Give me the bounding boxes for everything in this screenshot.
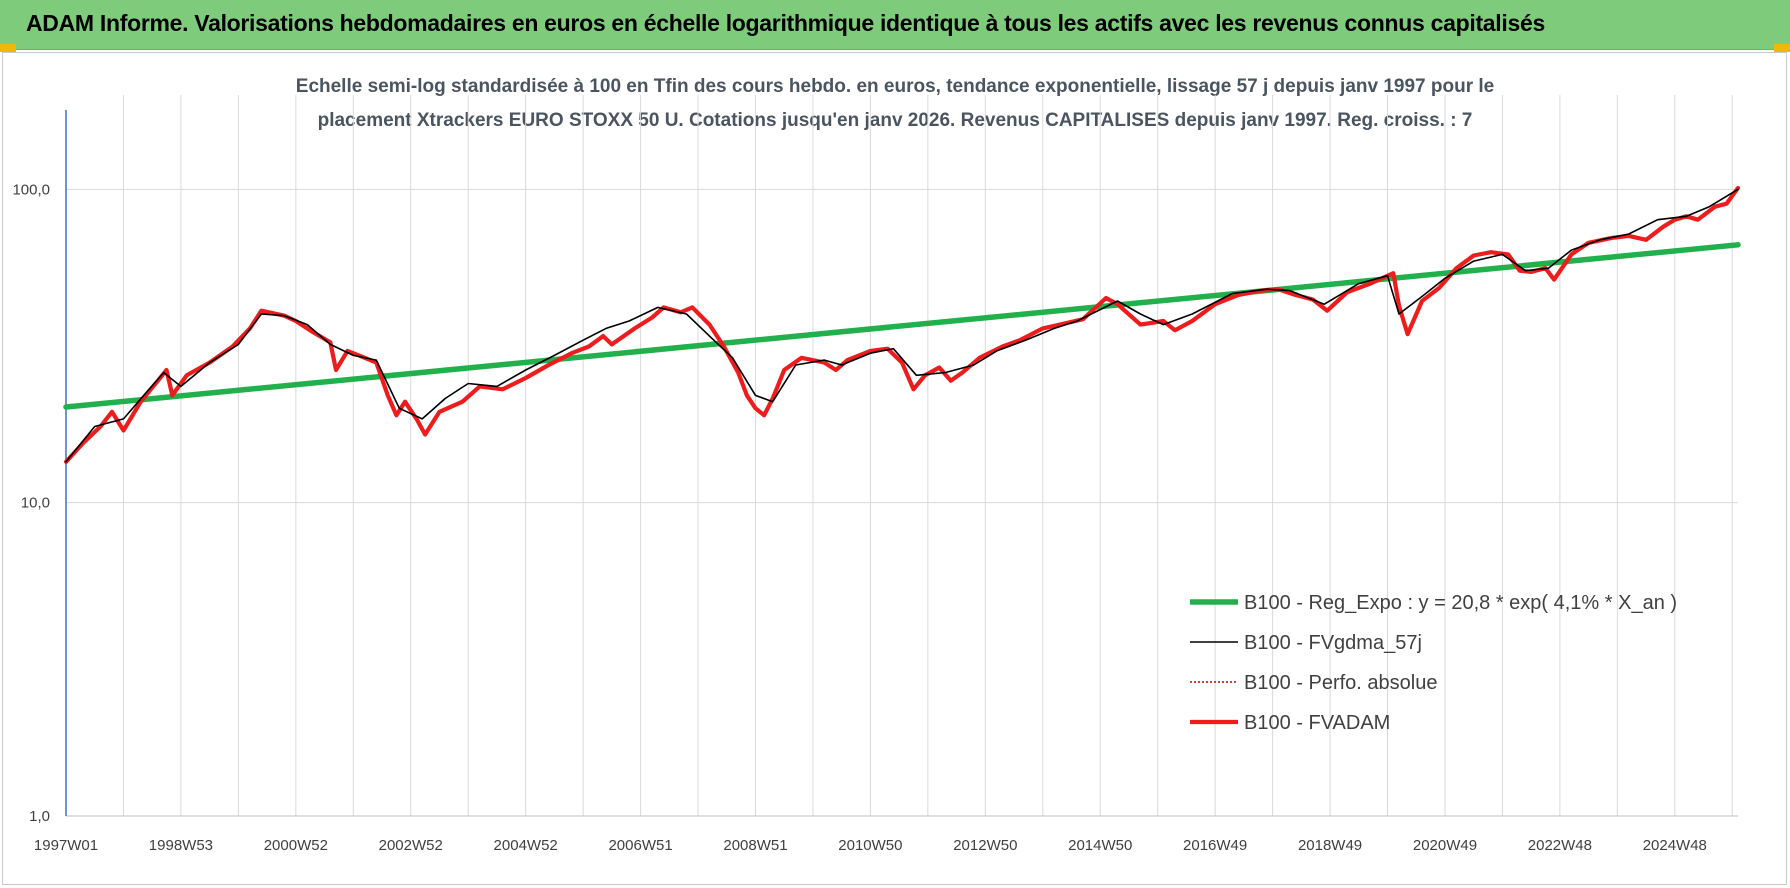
corner-marker-right (1774, 44, 1790, 52)
x-tick-label: 2006W51 (608, 837, 672, 854)
legend-label-adam: B100 - FVADAM (1244, 712, 1390, 734)
x-tick-label: 2018W49 (1298, 837, 1362, 854)
y-tick-label: 100,0 (12, 181, 50, 198)
y-tick-label: 10,0 (21, 495, 50, 512)
series-line-smoothed (65, 188, 1739, 463)
x-tick-label: 2008W51 (723, 837, 787, 854)
x-tick-label: 2024W48 (1643, 837, 1707, 854)
x-tick-label: 2016W49 (1183, 837, 1247, 854)
x-tick-label: 2010W50 (838, 837, 902, 854)
series-line-trend (63, 242, 1741, 410)
chart-frame (2, 52, 1787, 885)
x-tick-label: 1997W01 (34, 837, 98, 854)
y-tick-label: 1,0 (29, 808, 50, 825)
corner-marker-left (0, 44, 16, 52)
x-tick-label: 2000W52 (264, 837, 328, 854)
x-tick-label: 2014W50 (1068, 837, 1132, 854)
report-title: ADAM Informe. Valorisations hebdomadaire… (26, 10, 1545, 36)
report-banner: ADAM Informe. Valorisations hebdomadaire… (0, 0, 1790, 50)
x-tick-label: 2002W52 (379, 837, 443, 854)
legend: B100 - Reg_Expo : y = 20,8 * exp( 4,1% *… (1190, 592, 1677, 734)
series-layer (63, 185, 1741, 464)
legend-label-smoothed: B100 - FVgdma_57j (1244, 632, 1422, 654)
legend-label-absolute: B100 - Perfo. absolue (1244, 672, 1437, 694)
series-line-adam (63, 185, 1741, 464)
x-tick-label: 2020W49 (1413, 837, 1477, 854)
chart-title-line-2: placement Xtrackers EURO STOXX 50 U. Cot… (317, 110, 1473, 131)
grid-layer (66, 95, 1738, 816)
legend-label-trend: B100 - Reg_Expo : y = 20,8 * exp( 4,1% *… (1244, 592, 1677, 614)
x-tick-label: 2022W48 (1528, 837, 1592, 854)
x-tick-label: 2004W52 (494, 837, 558, 854)
chart-title-line-1: Echelle semi-log standardisée à 100 en T… (295, 76, 1495, 97)
x-tick-label: 2012W50 (953, 837, 1017, 854)
x-tick-label: 1998W53 (149, 837, 213, 854)
axis-layer: 1,0 10,0 100,0 1997W01 1998W53 2000W52 2002W52… (12, 110, 1738, 854)
